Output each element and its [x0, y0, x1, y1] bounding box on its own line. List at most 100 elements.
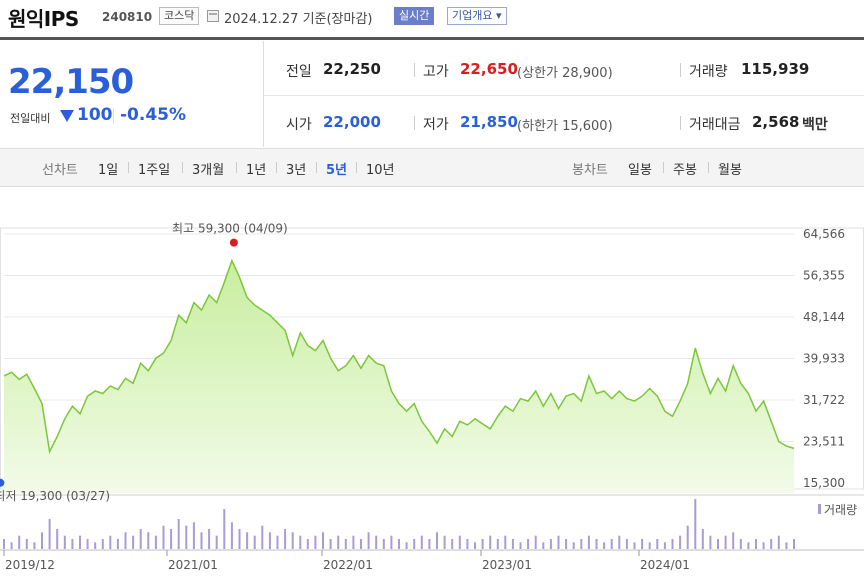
volume-bar: [56, 529, 59, 549]
volume-bar: [299, 535, 302, 549]
volume-bar: [33, 542, 36, 549]
period-1w[interactable]: 1주일: [138, 163, 171, 178]
volume-bar: [762, 542, 765, 549]
volume-bar: [41, 532, 43, 549]
volume-bar: [451, 539, 454, 549]
x-tick-label: 2023/01: [482, 558, 532, 572]
change-value: 100: [77, 105, 113, 125]
volume-bar: [701, 529, 704, 549]
period-3y[interactable]: 3년: [286, 163, 307, 178]
market-badge: 코스닥: [159, 7, 200, 25]
candle-weekly[interactable]: 주봉: [673, 163, 697, 178]
volume-bar: [306, 539, 309, 549]
volume-bar: [185, 525, 188, 549]
divider: [182, 162, 183, 173]
volume-bar: [504, 535, 507, 549]
volume-bar: [732, 532, 735, 549]
volume-bar: [519, 542, 522, 549]
volume-bar: [489, 535, 492, 549]
divider: [680, 63, 681, 77]
y-tick-label: 23,511: [803, 435, 845, 449]
volume-bar: [527, 539, 530, 549]
period-5y[interactable]: 5년: [326, 163, 348, 178]
volume-bar: [79, 535, 81, 549]
divider: [128, 162, 129, 173]
volume-bar: [223, 509, 226, 549]
volume-bar: [770, 539, 773, 549]
volume-bar: [679, 535, 682, 549]
period-1y[interactable]: 1년: [246, 163, 267, 178]
volume-bar: [777, 535, 780, 549]
volume-bar: [603, 542, 606, 549]
volume-bar: [428, 539, 431, 549]
volume-bar: [10, 542, 13, 549]
y-tick-label: 56,355: [803, 269, 845, 283]
volume-bar: [71, 539, 74, 549]
volume-bar: [793, 539, 795, 549]
volume-bar: [170, 529, 173, 549]
volume-bar: [86, 539, 89, 549]
volume-bar: [132, 535, 135, 549]
volume-bar: [116, 539, 119, 549]
volume-bar: [192, 522, 195, 549]
volume-bar: [344, 539, 347, 549]
amount-label: 거래대금: [689, 117, 741, 133]
volume-bar: [785, 542, 788, 549]
volume-bar: [565, 539, 568, 549]
change-percent: -0.45%: [120, 105, 187, 125]
volume-bar: [656, 539, 659, 549]
upper-limit: (상한가 28,900): [517, 66, 613, 81]
volume-bar: [641, 539, 644, 549]
volume-bar: [671, 539, 674, 549]
candle-monthly[interactable]: 월봉: [718, 163, 742, 178]
volume-bar: [390, 535, 393, 549]
volume-bar: [572, 542, 575, 549]
high-annotation: 최고 59,300 (04/09): [172, 222, 288, 236]
x-tick-label: 2019/12: [5, 558, 55, 572]
volume-bar: [709, 535, 712, 549]
candle-chart-label: 봉차트: [572, 163, 608, 178]
volume-bar: [276, 535, 279, 549]
price-chart: 64,566 56,355 48,144 39,933 31,722 23,511 15,3…: [0, 222, 864, 572]
line-chart-label: 선차트: [42, 163, 78, 178]
period-10y[interactable]: 10년: [366, 163, 395, 178]
amount-value: 2,568: [752, 113, 800, 131]
volume-bar: [466, 539, 469, 549]
candle-daily[interactable]: 일봉: [628, 163, 652, 178]
volume-bar: [352, 535, 355, 549]
divider: [414, 116, 415, 130]
volume-bar: [291, 532, 294, 549]
volume-bar: [587, 535, 590, 549]
volume-bar: [633, 542, 636, 549]
volume-legend: 거래량: [824, 503, 857, 517]
y-tick-label: 64,566: [803, 227, 845, 241]
volume-label: 거래량: [689, 64, 728, 80]
header-divider: [0, 37, 864, 40]
volume-bar: [458, 535, 461, 549]
volume-bar: [549, 539, 552, 549]
volume-bar: [139, 529, 142, 549]
volume-bar: [443, 535, 446, 549]
y-tick-label: 15,300: [803, 476, 845, 490]
company-info-dropdown[interactable]: 기업개요 ▾: [447, 7, 507, 25]
volume-bar: [360, 539, 362, 549]
volume-bar: [124, 532, 127, 549]
high-value: 22,650: [460, 60, 518, 78]
realtime-button[interactable]: 실시간: [394, 7, 435, 25]
compare-label: 전일대비: [10, 112, 51, 125]
calendar-icon: [207, 10, 219, 22]
volume-bar: [686, 525, 689, 549]
period-3m[interactable]: 3개월: [192, 163, 225, 178]
volume-bar: [200, 532, 203, 549]
volume-bar: [375, 535, 378, 549]
divider: [276, 162, 277, 173]
high-marker: [229, 238, 238, 247]
volume-bar: [610, 539, 613, 549]
volume-bar: [18, 535, 21, 549]
y-tick-label: 48,144: [803, 310, 845, 324]
volume-legend-icon: [818, 504, 821, 514]
volume-bar: [534, 535, 537, 549]
period-1d[interactable]: 1일: [98, 163, 119, 178]
divider: [263, 41, 264, 147]
volume-bar: [382, 539, 385, 549]
